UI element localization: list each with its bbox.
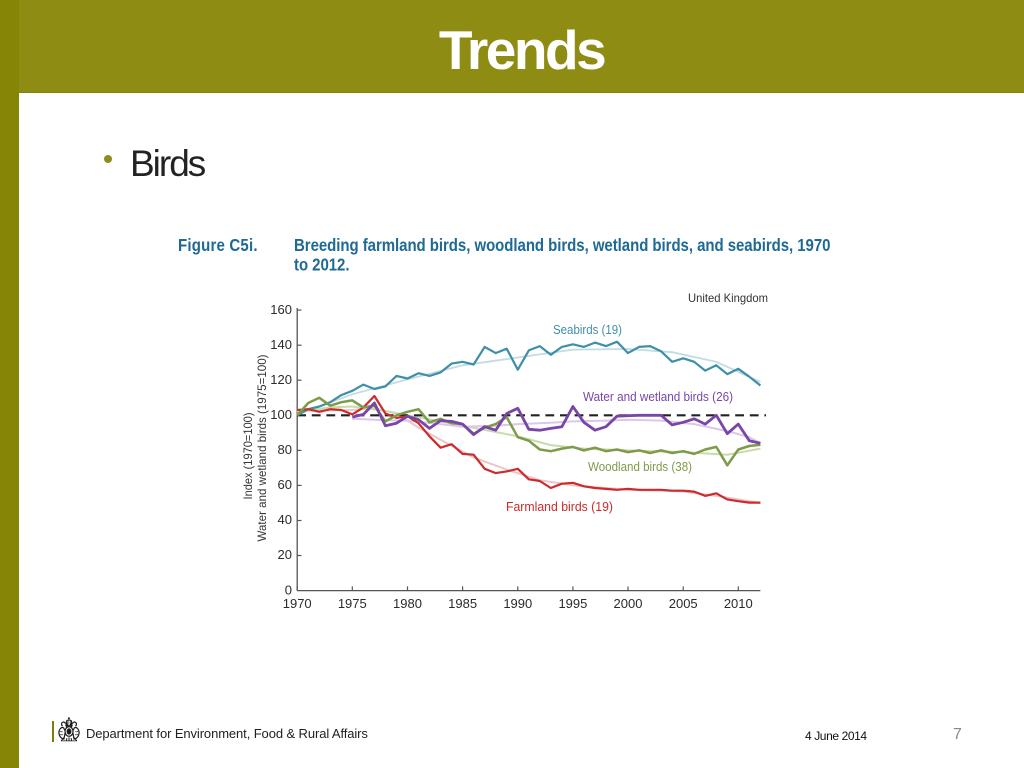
svg-text:80: 80	[278, 442, 292, 457]
svg-text:Water and wetland birds (1975=: Water and wetland birds (1975=100)	[255, 355, 269, 542]
svg-text:Woodland birds (38): Woodland birds (38)	[588, 460, 692, 474]
svg-text:Seabirds (19): Seabirds (19)	[553, 323, 622, 337]
svg-text:Water and wetland birds (26): Water and wetland birds (26)	[583, 390, 733, 404]
svg-text:100: 100	[270, 407, 292, 422]
svg-text:2010: 2010	[724, 596, 753, 611]
svg-text:2005: 2005	[669, 596, 698, 611]
svg-text:1980: 1980	[393, 596, 422, 611]
svg-text:1990: 1990	[503, 596, 532, 611]
svg-text:1995: 1995	[558, 596, 587, 611]
svg-text:Index (1970=100): Index (1970=100)	[241, 412, 255, 499]
svg-text:40: 40	[278, 512, 292, 527]
svg-text:20: 20	[278, 547, 292, 562]
svg-text:1975: 1975	[338, 596, 367, 611]
svg-text:0: 0	[285, 582, 292, 597]
svg-text:120: 120	[270, 372, 292, 387]
svg-text:Farmland birds (19): Farmland birds (19)	[506, 500, 613, 514]
svg-text:1970: 1970	[283, 596, 312, 611]
svg-text:1985: 1985	[448, 596, 477, 611]
svg-text:2000: 2000	[614, 596, 643, 611]
svg-text:160: 160	[270, 302, 292, 317]
svg-text:United Kingdom: United Kingdom	[688, 291, 768, 305]
svg-text:140: 140	[270, 337, 292, 352]
svg-text:60: 60	[278, 477, 292, 492]
